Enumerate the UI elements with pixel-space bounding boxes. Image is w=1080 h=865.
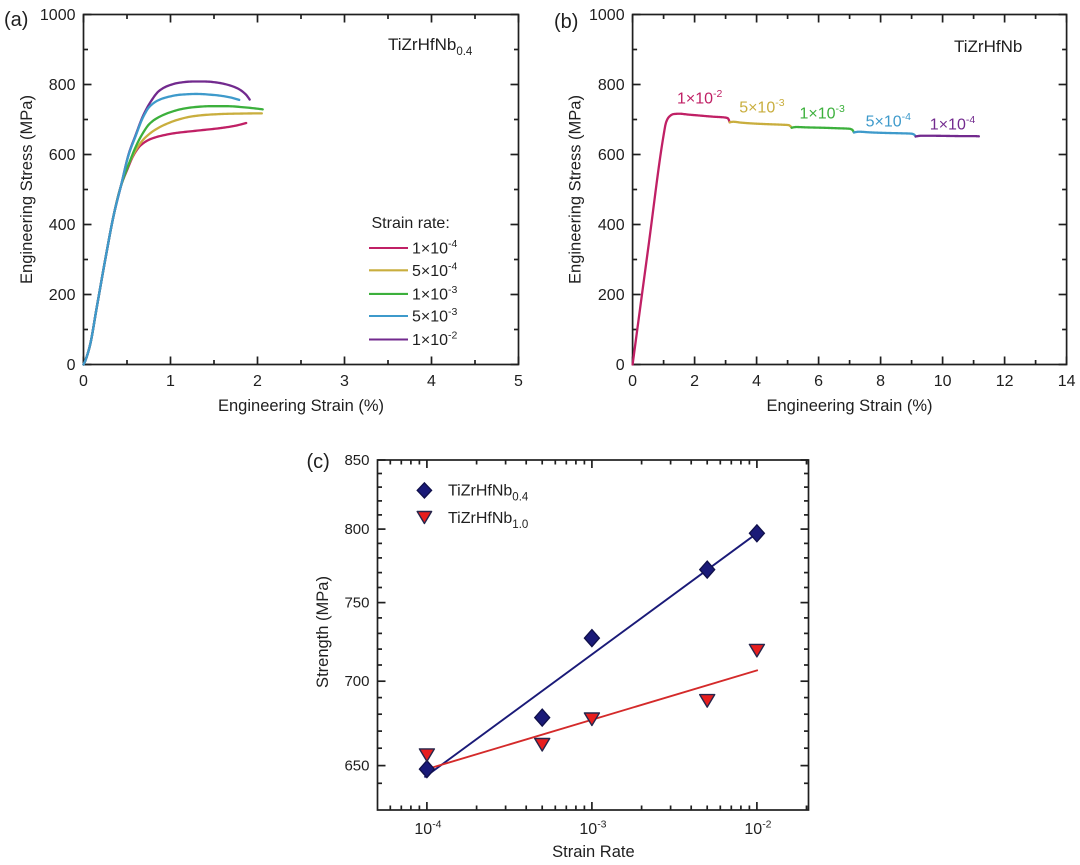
svg-text:750: 750 (344, 595, 369, 612)
svg-text:Engineering Stress (MPa): Engineering Stress (MPa) (567, 95, 585, 284)
svg-text:(b): (b) (554, 11, 578, 33)
svg-text:800: 800 (344, 521, 369, 538)
svg-text:2: 2 (690, 373, 699, 390)
svg-text:400: 400 (49, 217, 76, 234)
svg-text:4: 4 (752, 373, 761, 390)
svg-text:Strain rate:: Strain rate: (372, 215, 450, 232)
svg-text:(c): (c) (307, 451, 330, 473)
svg-text:200: 200 (49, 287, 76, 304)
svg-text:0: 0 (616, 357, 625, 374)
svg-text:3: 3 (340, 373, 349, 390)
svg-text:TiZrHfNb0.4: TiZrHfNb0.4 (388, 35, 473, 58)
svg-text:800: 800 (598, 77, 625, 94)
svg-text:0: 0 (67, 357, 76, 374)
svg-text:1×10-3: 1×10-3 (800, 103, 846, 123)
svg-text:1×10-4: 1×10-4 (412, 238, 458, 258)
svg-text:12: 12 (996, 373, 1014, 390)
svg-text:2: 2 (253, 373, 262, 390)
svg-text:650: 650 (344, 758, 369, 775)
svg-text:1000: 1000 (40, 7, 76, 24)
svg-text:200: 200 (598, 287, 625, 304)
svg-text:6: 6 (814, 373, 823, 390)
svg-text:Engineering Stress (MPa): Engineering Stress (MPa) (18, 95, 36, 284)
svg-text:600: 600 (49, 147, 76, 164)
svg-text:1×10-4: 1×10-4 (930, 114, 976, 134)
svg-text:1×10-3: 1×10-3 (412, 284, 458, 304)
svg-text:0: 0 (79, 373, 88, 390)
svg-text:Strain Rate: Strain Rate (552, 843, 635, 861)
svg-text:5×10-3: 5×10-3 (412, 306, 458, 326)
svg-text:600: 600 (598, 147, 625, 164)
svg-text:1×10-2: 1×10-2 (677, 88, 723, 108)
svg-text:700: 700 (344, 673, 369, 690)
svg-text:(a): (a) (4, 9, 28, 31)
svg-text:800: 800 (49, 77, 76, 94)
svg-text:Strength (MPa): Strength (MPa) (314, 576, 332, 688)
svg-text:TiZrHfNb0.4: TiZrHfNb0.4 (448, 483, 529, 504)
svg-text:5×10-4: 5×10-4 (412, 260, 458, 280)
svg-text:1×10-2: 1×10-2 (412, 330, 458, 350)
svg-text:TiZrHfNb: TiZrHfNb (954, 37, 1022, 56)
svg-text:0: 0 (628, 373, 637, 390)
svg-text:TiZrHfNb1.0: TiZrHfNb1.0 (448, 510, 528, 531)
svg-text:5: 5 (514, 373, 523, 390)
svg-text:14: 14 (1058, 373, 1076, 390)
svg-text:400: 400 (598, 217, 625, 234)
svg-text:10: 10 (934, 373, 952, 390)
svg-text:5×10-4: 5×10-4 (866, 111, 912, 131)
svg-text:8: 8 (876, 373, 885, 390)
svg-text:1000: 1000 (589, 7, 625, 24)
svg-text:4: 4 (427, 373, 436, 390)
svg-text:850: 850 (344, 452, 369, 469)
svg-text:5×10-3: 5×10-3 (739, 97, 785, 117)
svg-text:1: 1 (166, 373, 175, 390)
svg-text:Engineering Strain (%): Engineering Strain (%) (767, 397, 933, 415)
svg-text:Engineering Strain (%): Engineering Strain (%) (218, 397, 384, 415)
